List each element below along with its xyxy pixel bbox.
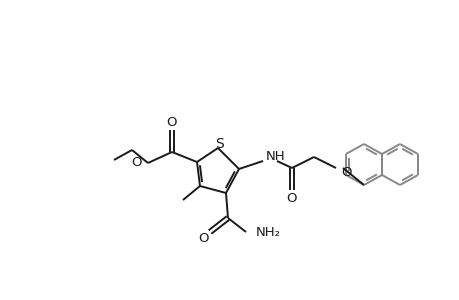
Text: O: O (286, 191, 297, 205)
Text: O: O (166, 116, 177, 130)
Text: NH₂: NH₂ (256, 226, 280, 239)
Text: NH: NH (265, 151, 285, 164)
Text: O: O (198, 232, 209, 245)
Text: S: S (215, 137, 224, 151)
Text: O: O (340, 166, 351, 178)
Text: O: O (131, 155, 142, 169)
